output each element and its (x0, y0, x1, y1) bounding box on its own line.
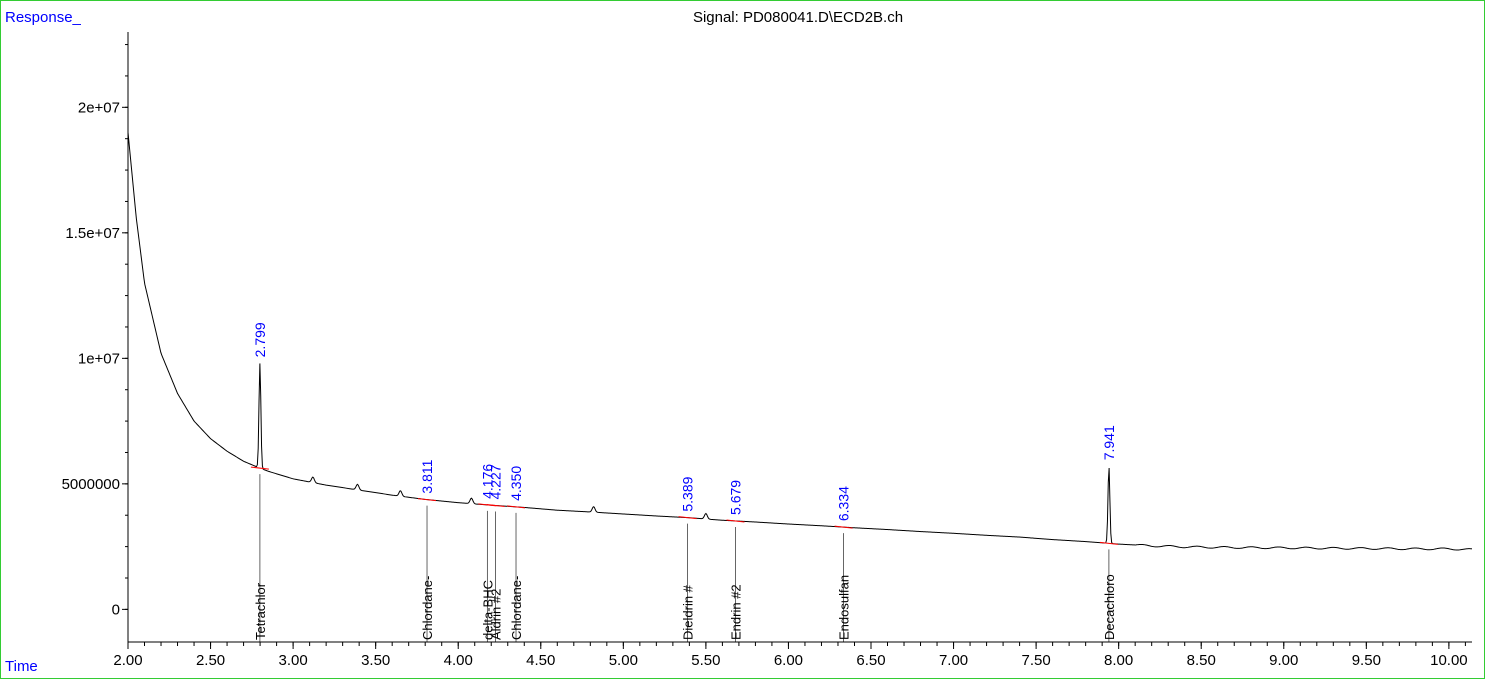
integration-mark (678, 516, 697, 520)
y-axis-title: Response_ (5, 9, 82, 26)
x-tick-label: 9.50 (1352, 652, 1381, 669)
x-axis-title: Time (5, 658, 38, 675)
y-tick-label: 0 (112, 601, 120, 618)
y-tick-label: 5000000 (62, 476, 120, 493)
retention-time-label: 5.389 (680, 476, 696, 511)
integration-mark (1099, 541, 1118, 545)
x-tick-label: 2.50 (196, 652, 225, 669)
y-tick-label: 1.5e+07 (65, 225, 120, 242)
compound-label: delta-BHC (480, 580, 495, 640)
y-tick-label: 1e+07 (78, 350, 120, 367)
x-tick-label: 5.50 (691, 652, 720, 669)
integration-mark (834, 525, 853, 529)
retention-time-label: 4.227 (488, 464, 504, 499)
retention-time-label: 2.799 (252, 322, 268, 357)
x-tick-label: 4.00 (444, 652, 473, 669)
compound-label: Tetrachlor (253, 582, 268, 640)
compound-label: Endrin #2 (728, 584, 743, 640)
compound-label: Chlordane- (420, 576, 435, 640)
retention-time-label: 5.679 (727, 480, 743, 515)
x-tick-label: 3.00 (279, 652, 308, 669)
x-tick-label: 10.00 (1430, 652, 1468, 669)
x-tick-label: 9.00 (1269, 652, 1298, 669)
compound-label: Endosulfan (837, 575, 852, 640)
retention-time-label: 3.811 (419, 459, 435, 493)
chart-title: Signal: PD080041.D\ECD2B.ch (693, 9, 903, 26)
x-tick-label: 5.00 (609, 652, 638, 669)
retention-time-label: 6.334 (836, 486, 852, 521)
integration-mark (506, 505, 526, 509)
compound-label: Aldrin #2 (489, 589, 504, 640)
x-tick-label: 8.50 (1187, 652, 1216, 669)
retention-time-label: 4.176 (479, 464, 495, 499)
compound-label: Decachloro (1102, 574, 1117, 640)
x-tick-label: 7.00 (939, 652, 968, 669)
integration-mark (250, 466, 269, 470)
integration-mark (417, 498, 437, 502)
compound-label: Dieldrin # (681, 584, 696, 640)
x-tick-label: 2.00 (113, 652, 142, 669)
x-tick-label: 4.50 (526, 652, 555, 669)
x-tick-label: 8.00 (1104, 652, 1133, 669)
signal-trace (127, 132, 1473, 551)
x-tick-label: 6.00 (774, 652, 803, 669)
integration-mark (486, 503, 505, 507)
retention-time-label: 4.350 (508, 466, 524, 501)
integration-mark (726, 519, 745, 523)
compound-label: Chlordane- (509, 576, 524, 640)
retention-time-label: 7.941 (1101, 425, 1117, 460)
x-tick-label: 3.50 (361, 652, 390, 669)
x-tick-label: 7.50 (1022, 652, 1051, 669)
y-tick-label: 2e+07 (78, 99, 120, 116)
x-tick-label: 6.50 (856, 652, 885, 669)
